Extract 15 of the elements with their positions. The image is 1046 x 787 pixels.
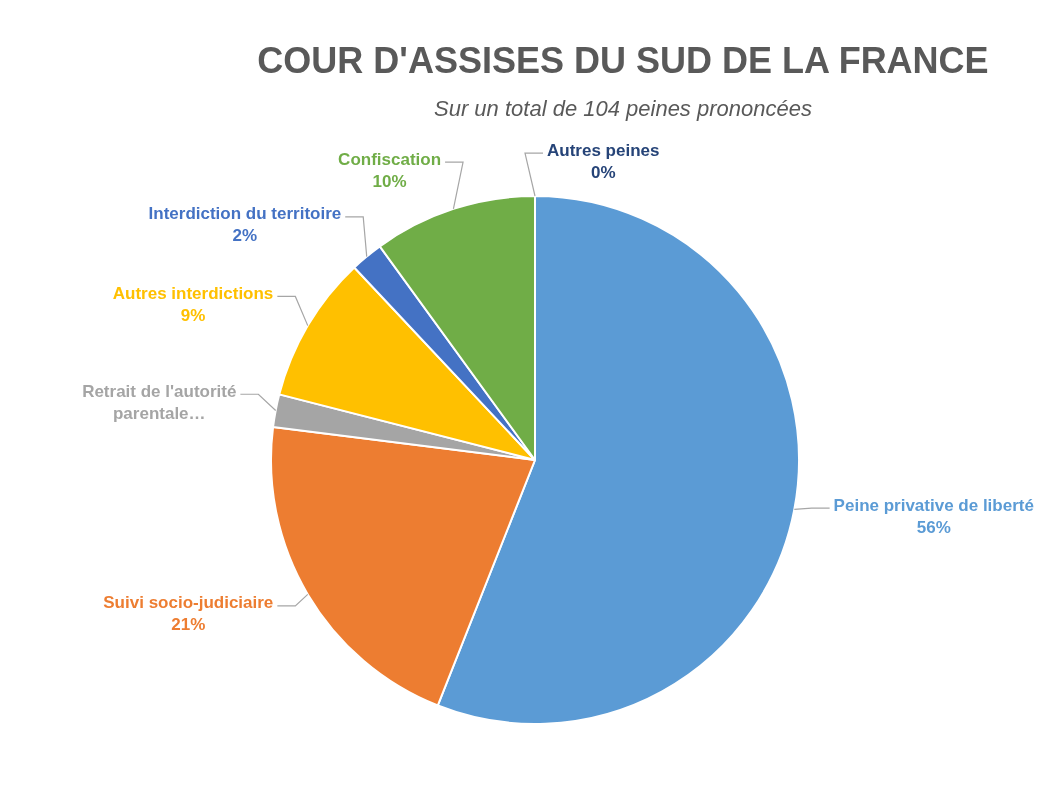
slice-label: Autres interdictions xyxy=(112,283,274,303)
slice-label: Peine privative de liberté xyxy=(833,495,1034,515)
data-label: 2% xyxy=(232,226,258,246)
text: 0% xyxy=(590,162,616,182)
slice-label: Interdiction du territoire xyxy=(148,204,342,224)
data-label: 9% xyxy=(180,305,206,325)
data-label: 21% xyxy=(171,615,206,635)
slice-label: Retrait de l'autorité parentale… xyxy=(82,381,237,423)
data-label: 10% xyxy=(372,171,407,191)
chart-title: COUR D'ASSISES DU SUD DE LA FRANCE xyxy=(256,40,990,82)
chart-subtitle: Sur un total de 104 peines prononcées xyxy=(433,96,813,122)
slice-label: Suivi socio-judiciaire xyxy=(103,593,274,613)
data-label: 56% xyxy=(916,517,951,537)
category-label: Autres peines xyxy=(546,140,660,160)
slice-label: Confiscation xyxy=(338,149,442,169)
